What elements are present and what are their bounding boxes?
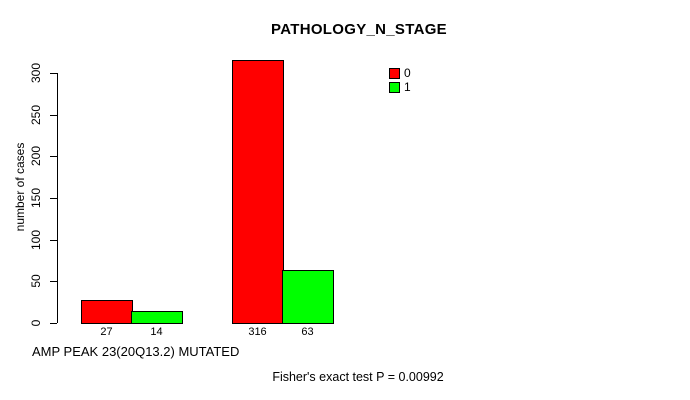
y-tick-label: 300 [29,62,43,84]
bar-value-label: 316 [248,326,267,338]
bar-series-0-group-0 [81,300,133,324]
legend-swatch-icon [389,67,400,79]
legend-label: 1 [404,80,411,94]
y-tick-label: 150 [29,187,43,209]
bar-value-label: 14 [150,326,163,338]
y-axis-label: number of cases [13,142,27,232]
fisher-test-text: Fisher's exact test P = 0.00992 [272,370,444,384]
y-tick-mark [50,73,57,74]
legend-label: 0 [404,66,411,80]
legend-item: 0 [389,66,411,80]
bar-value-label: 27 [100,326,113,338]
bar-value-label: 63 [301,326,314,338]
y-axis [57,73,58,323]
chart-title: PATHOLOGY_N_STAGE [271,21,447,38]
y-tick-mark [50,281,57,282]
bar-series-1-group-1 [282,270,334,324]
y-tick-label: 100 [29,229,43,251]
y-tick-label: 200 [29,145,43,167]
x-axis-label: AMP PEAK 23(20Q13.2) MUTATED [32,344,240,359]
y-tick-label: 0 [29,319,43,327]
y-tick-mark [50,323,57,324]
y-tick-mark [50,240,57,241]
y-tick-mark [50,198,57,199]
y-tick-label: 50 [29,274,43,288]
legend-item: 1 [389,80,411,94]
y-tick-mark [50,156,57,157]
legend-swatch-icon [389,81,400,93]
y-tick-mark [50,115,57,116]
y-tick-label: 250 [29,104,43,126]
bar-series-1-group-0 [131,311,183,324]
bar-series-0-group-1 [232,60,284,324]
